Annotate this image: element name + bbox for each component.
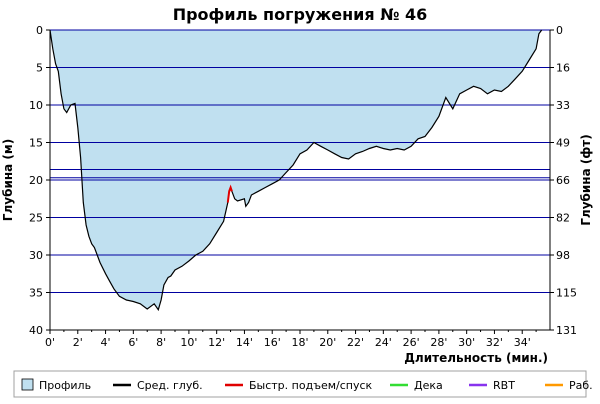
x-tick-label-1: 2' <box>73 336 83 349</box>
x-tick-label-10: 20' <box>319 336 336 349</box>
x-tick-label-3: 6' <box>128 336 138 349</box>
y-tick-label-left-6: 30 <box>29 249 43 262</box>
chart-title: Профиль погружения № 46 <box>173 5 428 24</box>
x-tick-label-2: 4' <box>101 336 111 349</box>
y-axis-label-right: Глубина (фт) <box>579 134 593 225</box>
y-tick-label-right-6: 98 <box>556 249 570 262</box>
y-tick-label-left-1: 5 <box>36 62 43 75</box>
y-tick-label-right-8: 131 <box>556 324 577 337</box>
x-tick-label-11: 22' <box>347 336 364 349</box>
y-axis-label-left: Глубина (м) <box>1 139 15 221</box>
legend: Профиль Сред. глуб. Быстр. подъем/спуск Дек… <box>21 378 593 392</box>
y-tick-label-right-2: 33 <box>556 99 570 112</box>
x-tick-label-15: 30' <box>458 336 475 349</box>
profile-area <box>50 30 542 310</box>
y-tick-label-left-0: 0 <box>36 24 43 37</box>
x-tick-label-16: 32' <box>486 336 503 349</box>
legend-label-2: Быстр. подъем/спуск <box>249 379 373 392</box>
x-tick-label-5: 10' <box>180 336 197 349</box>
x-tick-label-9: 18' <box>291 336 308 349</box>
y-tick-label-left-7: 35 <box>29 287 43 300</box>
y-tick-label-left-4: 20 <box>29 174 43 187</box>
y-tick-label-left-5: 25 <box>29 212 43 225</box>
x-tick-label-14: 28' <box>430 336 447 349</box>
x-tick-label-7: 14' <box>236 336 253 349</box>
legend-label-3: Дека <box>414 379 443 392</box>
y-tick-label-right-1: 16 <box>556 62 570 75</box>
y-tick-label-right-0: 0 <box>556 24 563 37</box>
x-axis-label: Длительность (мин.) <box>404 351 548 365</box>
x-tick-label-6: 12' <box>208 336 225 349</box>
x-tick-label-13: 26' <box>403 336 420 349</box>
legend-label-5: Раб. <box>569 379 593 392</box>
legend-label-1: Сред. глуб. <box>137 379 203 392</box>
y-tick-label-left-8: 40 <box>29 324 43 337</box>
y-tick-label-right-5: 82 <box>556 212 570 225</box>
x-tick-label-12: 24' <box>375 336 392 349</box>
x-tick-label-4: 8' <box>156 336 166 349</box>
legend-box <box>13 370 587 398</box>
plot-area: 0 5 10 15 20 25 30 35 40 0 16 33 49 66 82 98 115 131 0' 2' 4… <box>29 24 577 349</box>
fast-ascent-line <box>226 184 233 203</box>
y-tick-label-left-2: 10 <box>29 99 43 112</box>
x-tick-label-8: 16' <box>264 336 281 349</box>
legend-label-4: RBT <box>493 379 515 392</box>
y-tick-label-right-3: 49 <box>556 137 570 150</box>
y-tick-label-right-7: 115 <box>556 287 577 300</box>
profile-line <box>49 29 543 312</box>
x-tick-label-0: 0' <box>45 336 55 349</box>
y-tick-label-right-4: 66 <box>556 174 570 187</box>
legend-label-0: Профиль <box>39 379 91 392</box>
y-tick-label-left-3: 15 <box>29 137 43 150</box>
legend-swatch-0 <box>21 378 34 391</box>
x-tick-label-17: 34' <box>514 336 531 349</box>
